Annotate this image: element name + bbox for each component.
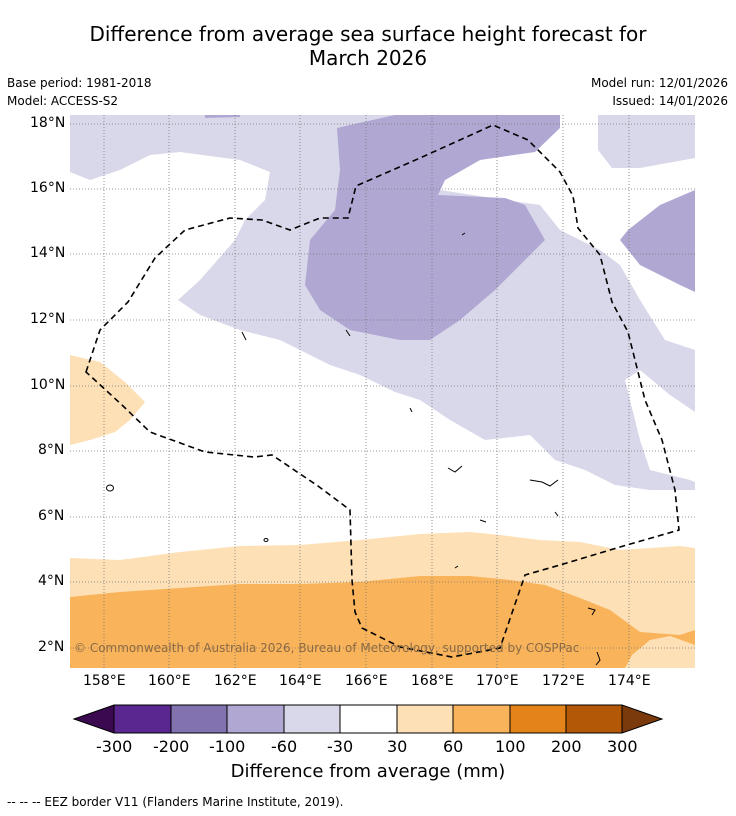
- anomaly-region-60-100-south: [70, 576, 695, 668]
- lat-label-18n: 18°N: [30, 115, 66, 131]
- colorbar-extend-low: [74, 705, 114, 733]
- colorbar-label: 100: [495, 737, 526, 756]
- colorbar-label: -200: [153, 737, 190, 756]
- lat-label-8n: 8°N: [38, 442, 65, 458]
- lat-label-14n: 14°N: [30, 245, 66, 261]
- colorbar-bin-8: [510, 705, 566, 733]
- base-period: Base period: 1981-2018: [7, 76, 152, 90]
- title-line-1: Difference from average sea surface heig…: [89, 22, 647, 46]
- model-name: Model: ACCESS-S2: [7, 94, 119, 108]
- colorbar-bin-6: [397, 705, 453, 733]
- lon-label-162e: 162°E: [214, 673, 257, 689]
- anomaly-region-minus60-100-east: [620, 190, 695, 292]
- model-run: Model run: 12/01/2026: [590, 76, 728, 90]
- lat-label-16n: 16°N: [30, 180, 66, 196]
- copyright-notice: © Commonwealth of Australia 2026, Bureau…: [74, 641, 580, 655]
- colorbar-label: -60: [271, 737, 298, 756]
- colorbar-dividers: [113, 705, 623, 733]
- lat-label-10n: 10°N: [30, 377, 66, 393]
- lon-label-166e: 166°E: [345, 673, 388, 689]
- lon-label-172e: 172°E: [542, 673, 585, 689]
- lat-label-2n: 2°N: [38, 639, 65, 655]
- colorbar-bin-1: [114, 705, 171, 733]
- map-area: [70, 115, 695, 668]
- colorbar-bin-5: [340, 705, 397, 733]
- title-line-2: March 2026: [308, 46, 428, 70]
- colorbar-bin-3: [227, 705, 284, 733]
- colorbar-bin-7: [453, 705, 510, 733]
- colorbar-label: 30: [387, 737, 408, 756]
- colorbar-bin-2: [171, 705, 227, 733]
- eez-footnote: -- -- -- EEZ border V11 (Flanders Marine…: [7, 795, 344, 809]
- colorbar-title: Difference from average (mm): [230, 761, 506, 782]
- colorbar-bin-9: [566, 705, 622, 733]
- colorbar-extend-high: [622, 705, 662, 733]
- meta-right: Model run: 12/01/2026 Issued: 14/01/2026: [591, 74, 728, 110]
- chart-title: Difference from average sea surface heig…: [0, 22, 736, 70]
- colorbar-label: -100: [209, 737, 246, 756]
- islands: [106, 232, 601, 666]
- anomaly-region-minus60-100-north: [205, 115, 240, 118]
- colorbar-bin-4: [284, 705, 340, 733]
- lat-label-4n: 4°N: [38, 573, 65, 589]
- anomaly-region-30-60-west: [70, 355, 145, 445]
- colorbar-label: 60: [443, 737, 464, 756]
- lon-label-168e: 168°E: [411, 673, 454, 689]
- lon-label-158e: 158°E: [83, 673, 126, 689]
- lon-label-170e: 170°E: [476, 673, 519, 689]
- colorbar-label: -30: [327, 737, 354, 756]
- lon-label-160e: 160°E: [148, 673, 191, 689]
- eez-border: [85, 124, 680, 658]
- colorbar-label: 200: [551, 737, 582, 756]
- colorbar-label: -300: [96, 737, 133, 756]
- colorbar: [72, 704, 664, 734]
- lon-label-164e: 164°E: [279, 673, 322, 689]
- graticule: [70, 115, 695, 668]
- anomaly-region-minus60-100: [305, 115, 560, 340]
- lat-label-6n: 6°N: [38, 508, 65, 524]
- colorbar-label: 300: [607, 737, 638, 756]
- lon-label-174e: 174°E: [608, 673, 651, 689]
- issued-date: Issued: 14/01/2026: [612, 94, 728, 108]
- meta-left: Base period: 1981-2018 Model: ACCESS-S2: [7, 74, 152, 110]
- lat-label-12n: 12°N: [30, 311, 66, 327]
